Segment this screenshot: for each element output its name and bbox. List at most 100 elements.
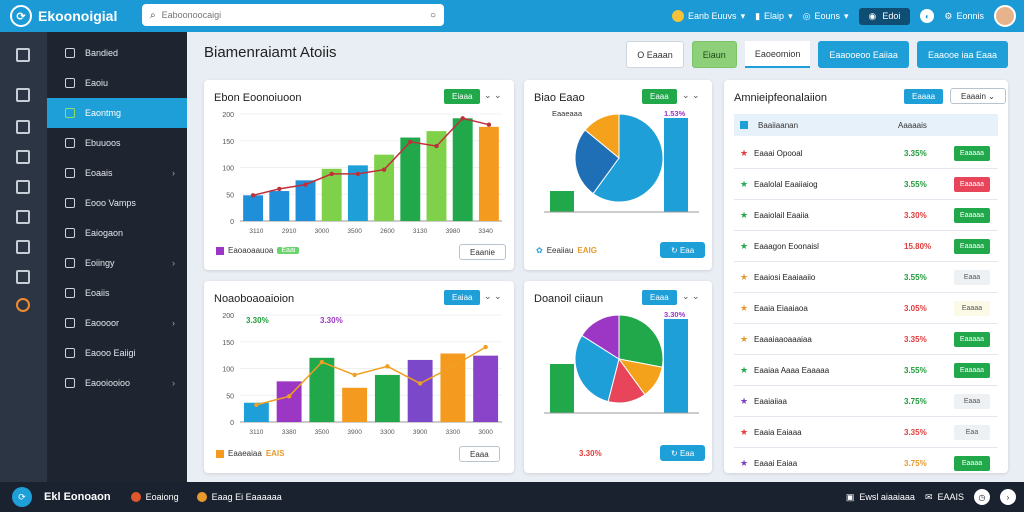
clear-icon[interactable]: ○ <box>429 9 436 21</box>
sidebar-item-6[interactable]: Eaiogaon <box>47 218 187 248</box>
clock-icon[interactable]: ◷ <box>974 489 990 505</box>
card-button[interactable]: Eaanie <box>459 244 506 260</box>
action-button-1[interactable]: O Eaaan <box>626 41 684 68</box>
chevron-icon[interactable]: ⌄ ⌄ <box>682 291 700 301</box>
table-row[interactable]: ★ Eaaia Eaiaaa 3.35% Eaa <box>734 417 998 448</box>
user-menu[interactable]: ⚙ Eonnis <box>944 10 984 22</box>
table-row[interactable]: ★ Eaaiosi Eaaiaaiio 3.55% Eaaa <box>734 262 998 293</box>
sidebar-item-10[interactable]: Eaooo Eaiigi <box>47 338 187 368</box>
tag-icon[interactable] <box>16 210 30 224</box>
footer-right-1[interactable]: ▣ Ewsl aiaaiaaa <box>845 491 915 503</box>
card-button[interactable]: Eaaa <box>459 446 500 462</box>
card-pill[interactable]: Eaaa <box>642 290 677 305</box>
sidebar-item-0[interactable]: Bandied <box>47 38 187 68</box>
globe-icon: ◎ <box>802 10 811 21</box>
top-action-button[interactable]: ◉ Edoi <box>858 7 911 25</box>
contact-icon[interactable] <box>16 180 30 194</box>
row-action-button[interactable]: Eaaaa <box>954 300 990 316</box>
card-pill[interactable]: Eaiaa <box>444 290 481 305</box>
avatar[interactable] <box>994 5 1016 27</box>
sidebar-item-8[interactable]: Eoaiis <box>47 278 187 308</box>
row-name: Eaaia Eiaaiaoa <box>754 303 808 313</box>
search-icon[interactable] <box>16 298 30 312</box>
table-row[interactable]: ★ Eaaiaiiaa 3.75% Eaaa <box>734 386 998 417</box>
action-button-4[interactable]: Eaaooeoo Eaiiaa <box>818 41 909 68</box>
footer-item-1[interactable]: Eoaiong <box>130 492 179 502</box>
action-button-2[interactable]: Eiaun <box>691 41 737 68</box>
series-line <box>252 117 490 197</box>
notification-icon[interactable]: ◐ <box>920 9 935 23</box>
pie-slice <box>584 113 620 160</box>
sidebar-item-11[interactable]: Eaooiooioo › <box>47 368 187 398</box>
row-action-button[interactable]: Eaaa <box>954 393 990 409</box>
card-pill[interactable]: Eaaa <box>642 89 677 104</box>
footer-right-2[interactable]: ✉ EAAIS <box>924 491 964 503</box>
row-action-button[interactable]: Eaaaaa <box>954 145 990 161</box>
app-title: Ekoonoigial <box>38 8 118 24</box>
bar <box>321 168 342 221</box>
calendar-icon[interactable] <box>16 240 30 254</box>
chevron-icon[interactable]: ⌄ ⌄ <box>484 291 502 301</box>
table-row[interactable]: ★ Eaaai Eaiaa 3.75% Eaaaa <box>734 448 998 479</box>
row-percent: 3.55% <box>904 179 927 189</box>
top-item-coins[interactable]: Eanb Euuvs ▾ <box>672 10 745 22</box>
sidebar-item-4[interactable]: Eoaais › <box>47 158 187 188</box>
sidebar-item-7[interactable]: Eoiingy › <box>47 248 187 278</box>
person-icon[interactable] <box>16 270 30 284</box>
chevron-icon[interactable]: ⌄ ⌄ <box>682 90 700 100</box>
line-point <box>355 171 361 177</box>
home-icon[interactable] <box>16 48 30 62</box>
top-item-count[interactable]: ◎ Eouns ▾ <box>802 10 849 22</box>
search-input[interactable] <box>155 10 430 20</box>
card-button[interactable]: ↻ Eaa <box>660 445 706 461</box>
row-action-button[interactable]: Eaaaaa <box>954 176 990 192</box>
table-row[interactable]: ★ Eaaiaa Aaaa Eaaaaa 3.55% Eaaaaa <box>734 355 998 386</box>
action-button-5[interactable]: Eaaooe iaa Eaaa <box>916 41 1008 68</box>
table-row[interactable]: ★ Eaaaiaaoaaaiaa 3.35% Eaaaaa <box>734 324 998 355</box>
sidebar-item-1[interactable]: Eaoiu <box>47 68 187 98</box>
row-action-button[interactable]: Eaaaaa <box>954 362 990 378</box>
row-action-button[interactable]: Eaaaa <box>954 455 990 471</box>
sidebar-item-5[interactable]: Eooo Vamps <box>47 188 187 218</box>
sidebar-item-2[interactable]: Eaontmg <box>47 98 187 128</box>
card-pill[interactable]: Eiaaa <box>444 89 481 104</box>
row-action-button[interactable]: Eaaaaa <box>954 238 990 254</box>
row-action-button[interactable]: Eaa <box>954 424 990 440</box>
row-name: Eaalolal Eaaiiaiog <box>754 179 818 189</box>
star-icon: ★ <box>740 333 749 344</box>
leaf-icon <box>65 108 75 118</box>
footer-item-2[interactable]: Eaag Ei Eaaaaaa <box>196 492 282 502</box>
sidebar-item-3[interactable]: Ebuuoos <box>47 128 187 158</box>
table-row[interactable]: ★ Eaaai Opooal 3.35% Eaaaaa <box>734 138 998 169</box>
action-bar: O Eaaan Eiaun Eaoeomion Eaaooeoo Eaiiaa … <box>626 41 1008 68</box>
chevron-icon[interactable]: ⌄ ⌄ <box>484 90 502 100</box>
row-name: Eaaagon Eoonaisl <box>754 241 819 251</box>
building-icon[interactable] <box>16 150 30 164</box>
checkbox-icon[interactable] <box>740 121 748 129</box>
monitor-icon[interactable] <box>16 88 30 102</box>
top-item-help[interactable]: ▮ Elaip ▾ <box>755 10 793 22</box>
brand[interactable]: ⟳ Ekoonoigial <box>0 5 140 27</box>
card-pill[interactable]: Eaaaa <box>904 89 944 104</box>
chevron-right-icon[interactable]: › <box>1000 489 1016 505</box>
row-action-button[interactable]: Eaaa <box>954 269 990 285</box>
row-action-button[interactable]: Eaaaaa <box>954 207 990 223</box>
pie-slice <box>618 314 664 368</box>
list-icon <box>65 348 75 358</box>
table-row[interactable]: ★ Eaalolal Eaaiiaiog 3.55% Eaaaaa <box>734 169 998 200</box>
box-icon[interactable] <box>16 120 30 134</box>
app-logo-icon[interactable]: ⟳ <box>12 487 32 507</box>
sidebar-item-label: Eaooo Eaiigi <box>85 348 136 358</box>
card-button[interactable]: Eaaain ⌄ <box>950 88 1006 104</box>
table-row[interactable]: ★ Eaaiolail Eaaiia 3.30% Eaaaaa <box>734 200 998 231</box>
table-row[interactable]: ★ Eaaia Eiaaiaoa 3.05% Eaaaa <box>734 293 998 324</box>
sidebar-item-9[interactable]: Eaoooor › <box>47 308 187 338</box>
data-label: 3.30% <box>320 316 343 325</box>
search-box[interactable]: ⌕ ○ <box>142 4 444 26</box>
camera-icon: ◉ <box>868 10 877 21</box>
table-row[interactable]: ★ Eaaagon Eoonaisl 15.80% Eaaaaa <box>734 231 998 262</box>
row-action-button[interactable]: Eaaaaa <box>954 331 990 347</box>
lock-icon: ▣ <box>845 491 855 502</box>
card-button[interactable]: ↻ Eaa <box>660 242 706 258</box>
tab-active[interactable]: Eaoeomion <box>744 41 811 68</box>
